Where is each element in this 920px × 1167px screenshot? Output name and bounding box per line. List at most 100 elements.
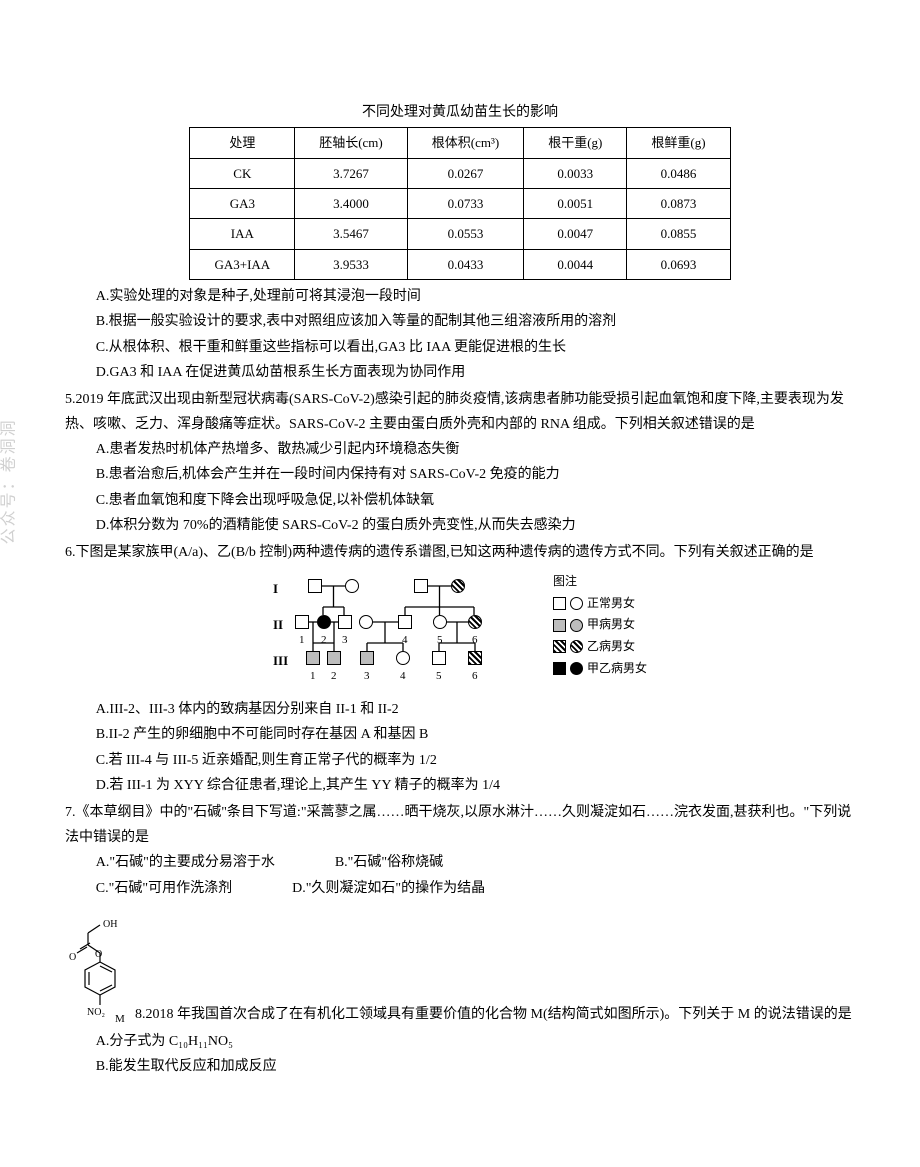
ped-num: 1 (310, 667, 316, 687)
table-cell: 0.0855 (627, 219, 730, 249)
pedigree-symbol (468, 651, 482, 665)
q6-stem: 6.下图是某家族甲(A/a)、乙(B/b 控制)两种遗传病的遗传系谱图,已知这两… (65, 540, 855, 565)
ped-num: 2 (321, 631, 327, 651)
pedigree-symbol (338, 615, 352, 629)
table-cell: 0.0267 (407, 158, 523, 188)
table-cell: 0.0486 (627, 158, 730, 188)
table-row: CK 3.7267 0.0267 0.0033 0.0486 (190, 158, 730, 188)
legend-title: 图注 (553, 571, 647, 593)
table-cell: 0.0051 (524, 188, 627, 218)
watermark: 公众号：卷洞洞 (0, 418, 24, 544)
ped-num: 3 (342, 631, 348, 651)
mol-label-o2: O (95, 949, 102, 960)
q5-option-c: C.患者血氧饱和度下降会出现呼吸急促,以补偿机体缺氧 (65, 488, 855, 513)
mol-label-m: M (115, 1013, 125, 1025)
q7-option-a: A."石碱"的主要成分易溶于水 (96, 850, 275, 875)
pedigree-symbol (308, 579, 322, 593)
ped-num: 4 (402, 631, 408, 651)
table-cell: 3.7267 (295, 158, 408, 188)
q7-options-row1: A."石碱"的主要成分易溶于水 B."石碱"俗称烧碱 (65, 850, 855, 875)
table-cell: 0.0693 (627, 249, 730, 279)
table-cell: 0.0733 (407, 188, 523, 218)
pedigree-chart: I II III 1 2 3 4 5 6 1 2 3 4 5 6 (273, 571, 523, 691)
table-header: 处理 (190, 128, 295, 158)
q7-options-row2: C."石碱"可用作洗涤剂 D."久则凝淀如石"的操作为结晶 (65, 876, 855, 901)
q6-option-a: A.III-2、III-3 体内的致病基因分别来自 II-1 和 II-2 (65, 697, 855, 722)
pedigree-symbol (360, 651, 374, 665)
legend-row: 乙病男女 (553, 636, 647, 658)
table-cell: 0.0033 (524, 158, 627, 188)
ped-num: 5 (437, 631, 443, 651)
q5-option-a: A.患者发热时机体产热增多、散热减少引起内环境稳态失衡 (65, 437, 855, 462)
legend-icon (553, 597, 566, 610)
ped-num: 2 (331, 667, 337, 687)
q5-stem: 5.2019 年底武汉出现由新型冠状病毒(SARS-CoV-2)感染引起的肺炎疫… (65, 387, 855, 437)
gen-label-1: I (273, 577, 278, 600)
legend-icon (570, 619, 583, 632)
legend-row: 甲病男女 (553, 614, 647, 636)
q8-option-a: A.分子式为 C₁₀H₁₁NO₅ (65, 1029, 855, 1054)
q8-stem: 8.2018 年我国首次合成了在有机化工领域具有重要价值的化合物 M(结构简式如… (135, 1007, 852, 1022)
q7-stem: 7.《本草纲目》中的"石碱"条目下写道:"采蒿蓼之属……晒干烧灰,以原水淋汁……… (65, 800, 855, 850)
table-cell: 0.0553 (407, 219, 523, 249)
ped-num: 4 (400, 667, 406, 687)
q6-option-d: D.若 III-1 为 XYY 综合征患者,理论上,其产生 YY 精子的概率为 … (65, 773, 855, 798)
ped-num: 1 (299, 631, 305, 651)
table-cell: IAA (190, 219, 295, 249)
table-row: GA3+IAA 3.9533 0.0433 0.0044 0.0693 (190, 249, 730, 279)
ped-num: 3 (364, 667, 370, 687)
table-header: 胚轴长(cm) (295, 128, 408, 158)
mol-label-no2: NO₂ (87, 1007, 105, 1018)
pedigree-figure: I II III 1 2 3 4 5 6 1 2 3 4 5 6 (65, 571, 855, 691)
legend-icon (553, 640, 566, 653)
q8-option-b: B.能发生取代反应和加成反应 (65, 1054, 855, 1079)
q7-option-d: D."久则凝淀如石"的操作为结晶 (292, 876, 485, 901)
legend-label: 正常男女 (587, 593, 635, 615)
mol-label-o: O (69, 952, 76, 963)
table-header: 根体积(cm³) (407, 128, 523, 158)
legend-icon (570, 597, 583, 610)
data-table-wrap: 处理 胚轴长(cm) 根体积(cm³) 根干重(g) 根鲜重(g) CK 3.7… (65, 127, 855, 280)
table-cell: CK (190, 158, 295, 188)
table-cell: GA3 (190, 188, 295, 218)
table-cell: 3.4000 (295, 188, 408, 218)
ped-num: 6 (472, 667, 478, 687)
q4-option-a: A.实验处理的对象是种子,处理前可将其浸泡一段时间 (65, 284, 855, 309)
table-cell: 3.5467 (295, 219, 408, 249)
q7-option-c: C."石碱"可用作洗涤剂 (96, 876, 232, 901)
table-row: IAA 3.5467 0.0553 0.0047 0.0855 (190, 219, 730, 249)
pedigree-legend: 图注 正常男女 甲病男女 乙病男女 甲乙病男女 (553, 571, 647, 679)
q4-option-d: D.GA3 和 IAA 在促进黄瓜幼苗根系生长方面表现为协同作用 (65, 360, 855, 385)
q5-option-d: D.体积分数为 70%的酒精能使 SARS-CoV-2 的蛋白质外壳变性,从而失… (65, 513, 855, 538)
legend-row: 甲乙病男女 (553, 658, 647, 680)
table-cell: 3.9533 (295, 249, 408, 279)
q6-option-b: B.II-2 产生的卵细胞中不可能同时存在基因 A 和基因 B (65, 722, 855, 747)
pedigree-symbol (295, 615, 309, 629)
pedigree-symbol (398, 615, 412, 629)
ped-num: 5 (436, 667, 442, 687)
pedigree-symbol (414, 579, 428, 593)
legend-icon (553, 619, 566, 632)
ped-num: 6 (472, 631, 478, 651)
legend-row: 正常男女 (553, 593, 647, 615)
gen-label-2: II (273, 613, 283, 636)
q4-option-c: C.从根体积、根干重和鲜重这些指标可以看出,GA3 比 IAA 更能促进根的生长 (65, 335, 855, 360)
pedigree-symbol (432, 651, 446, 665)
q6-option-c: C.若 III-4 与 III-5 近亲婚配,则生育正常子代的概率为 1/2 (65, 748, 855, 773)
table-header: 根鲜重(g) (627, 128, 730, 158)
mol-label-oh: OH (103, 919, 117, 930)
legend-label: 甲病男女 (587, 614, 635, 636)
gen-label-3: III (273, 649, 288, 672)
table-cell: 0.0044 (524, 249, 627, 279)
pedigree-symbol (327, 651, 341, 665)
legend-label: 乙病男女 (587, 636, 635, 658)
pedigree-symbol (306, 651, 320, 665)
legend-label: 甲乙病男女 (587, 658, 647, 680)
table-caption: 不同处理对黄瓜幼苗生长的影响 (65, 100, 855, 125)
legend-icon (570, 662, 583, 675)
table-row: 处理 胚轴长(cm) 根体积(cm³) 根干重(g) 根鲜重(g) (190, 128, 730, 158)
table-header: 根干重(g) (524, 128, 627, 158)
table-cell: GA3+IAA (190, 249, 295, 279)
table-row: GA3 3.4000 0.0733 0.0051 0.0873 (190, 188, 730, 218)
q7-option-b: B."石碱"俗称烧碱 (335, 850, 443, 875)
